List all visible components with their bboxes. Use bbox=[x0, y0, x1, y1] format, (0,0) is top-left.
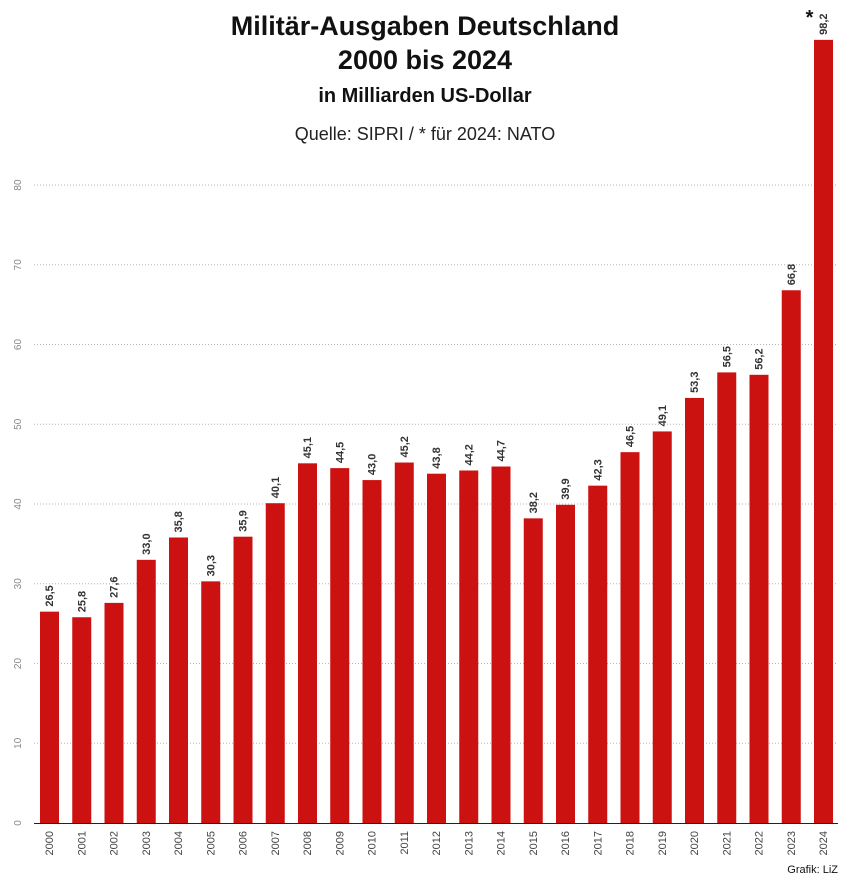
bar-2021 bbox=[717, 372, 737, 823]
bar-2013 bbox=[459, 470, 479, 823]
value-label-2014: 44,7 bbox=[496, 440, 508, 461]
value-label-2000: 26,5 bbox=[44, 585, 56, 606]
bar-2024 bbox=[814, 39, 833, 824]
bar-2004 bbox=[169, 537, 188, 823]
x-tick-label-2024: 2024 bbox=[818, 831, 830, 855]
x-tick-label-2005: 2005 bbox=[205, 831, 217, 855]
value-label-2011: 45,2 bbox=[399, 436, 411, 457]
bar-2012 bbox=[427, 473, 446, 823]
chart-title-line2: 2000 bis 2024 bbox=[337, 45, 513, 75]
bar-2019 bbox=[652, 431, 672, 823]
value-label-2005: 30,3 bbox=[205, 555, 217, 576]
y-tick-label: 40 bbox=[13, 498, 24, 510]
x-tick-label-2021: 2021 bbox=[721, 831, 733, 855]
bar-2005 bbox=[201, 581, 221, 823]
bar-2020 bbox=[685, 397, 704, 823]
y-tick-label: 50 bbox=[13, 418, 24, 430]
value-label-2017: 42,3 bbox=[592, 459, 604, 480]
x-tick-label-2003: 2003 bbox=[141, 831, 153, 855]
value-label-2020: 53,3 bbox=[689, 372, 701, 393]
bar-2001 bbox=[72, 617, 92, 823]
x-tick-label-2010: 2010 bbox=[367, 831, 379, 855]
bar-2011 bbox=[394, 462, 414, 823]
value-label-2024: 98,2 bbox=[818, 13, 830, 34]
chart-source: Quelle: SIPRI / * für 2024: NATO bbox=[294, 124, 556, 144]
value-label-2008: 45,1 bbox=[302, 437, 314, 458]
y-tick-label: 70 bbox=[13, 259, 24, 271]
value-label-2019: 49,1 bbox=[657, 405, 669, 426]
x-tick-label-2000: 2000 bbox=[44, 831, 56, 855]
chart-subtitle: in Milliarden US-Dollar bbox=[318, 85, 532, 107]
y-tick-label: 30 bbox=[13, 578, 24, 590]
bar-2006 bbox=[233, 536, 253, 823]
value-label-2022: 56,2 bbox=[754, 348, 766, 369]
x-tick-label-2013: 2013 bbox=[463, 831, 475, 855]
x-tick-label-2015: 2015 bbox=[528, 831, 540, 855]
x-tick-label-2007: 2007 bbox=[270, 831, 282, 855]
value-label-2006: 35,9 bbox=[238, 510, 250, 531]
bar-2010 bbox=[362, 480, 382, 823]
y-tick-label: 0 bbox=[13, 820, 24, 826]
bar-2022 bbox=[749, 374, 769, 823]
bar-2003 bbox=[136, 559, 156, 823]
value-label-2013: 44,2 bbox=[463, 444, 475, 465]
x-tick-label-2009: 2009 bbox=[334, 831, 346, 855]
x-tick-label-2018: 2018 bbox=[625, 831, 637, 855]
bar-2008 bbox=[298, 463, 317, 823]
value-label-2016: 39,9 bbox=[560, 478, 572, 499]
value-label-2004: 35,8 bbox=[173, 511, 185, 532]
annotation-asterisk: * bbox=[806, 7, 814, 29]
value-label-2009: 44,5 bbox=[334, 442, 346, 463]
value-label-2007: 40,1 bbox=[270, 477, 282, 498]
bar-2009 bbox=[330, 468, 350, 823]
value-label-2018: 46,5 bbox=[625, 426, 637, 447]
bar-2018 bbox=[620, 452, 640, 823]
value-label-2021: 56,5 bbox=[721, 346, 733, 367]
y-tick-label: 80 bbox=[13, 179, 24, 191]
bar-2017 bbox=[588, 485, 608, 823]
bar-2014 bbox=[491, 466, 511, 823]
chart-title-line1: Militär-Ausgaben Deutschland bbox=[230, 11, 620, 41]
value-label-2015: 38,2 bbox=[528, 492, 540, 513]
bar-2015 bbox=[523, 518, 543, 823]
x-tick-label-2022: 2022 bbox=[754, 831, 766, 855]
value-label-2023: 66,8 bbox=[786, 264, 798, 285]
x-tick-label-2004: 2004 bbox=[173, 831, 185, 855]
bar-2002 bbox=[104, 602, 124, 823]
x-tick-label-2020: 2020 bbox=[689, 831, 701, 855]
y-tick-label: 10 bbox=[13, 737, 24, 749]
x-tick-label-2006: 2006 bbox=[238, 831, 250, 855]
bar-2000 bbox=[40, 611, 59, 823]
x-tick-label-2016: 2016 bbox=[560, 831, 572, 855]
bar-2007 bbox=[265, 503, 285, 823]
bar-2023 bbox=[781, 290, 801, 823]
x-tick-label-2012: 2012 bbox=[431, 831, 443, 855]
value-label-2003: 33,0 bbox=[141, 533, 153, 554]
x-tick-label-2011: 2011 bbox=[399, 831, 411, 855]
x-tick-label-2014: 2014 bbox=[496, 831, 508, 855]
x-tick-label-2017: 2017 bbox=[592, 831, 604, 855]
y-tick-label: 60 bbox=[13, 339, 24, 351]
value-label-2001: 25,8 bbox=[76, 591, 88, 612]
x-tick-label-2023: 2023 bbox=[786, 831, 798, 855]
x-tick-label-2008: 2008 bbox=[302, 831, 314, 855]
x-tick-label-2001: 2001 bbox=[76, 831, 88, 855]
value-label-2010: 43,0 bbox=[367, 454, 379, 475]
x-tick-label-2002: 2002 bbox=[109, 831, 121, 855]
value-label-2012: 43,8 bbox=[431, 447, 443, 468]
value-label-2002: 27,6 bbox=[109, 576, 121, 597]
x-tick-label-2019: 2019 bbox=[657, 831, 669, 855]
y-tick-label: 20 bbox=[13, 658, 24, 670]
chart-credit: Grafik: LiZ bbox=[787, 864, 838, 876]
bar-2016 bbox=[556, 504, 575, 823]
